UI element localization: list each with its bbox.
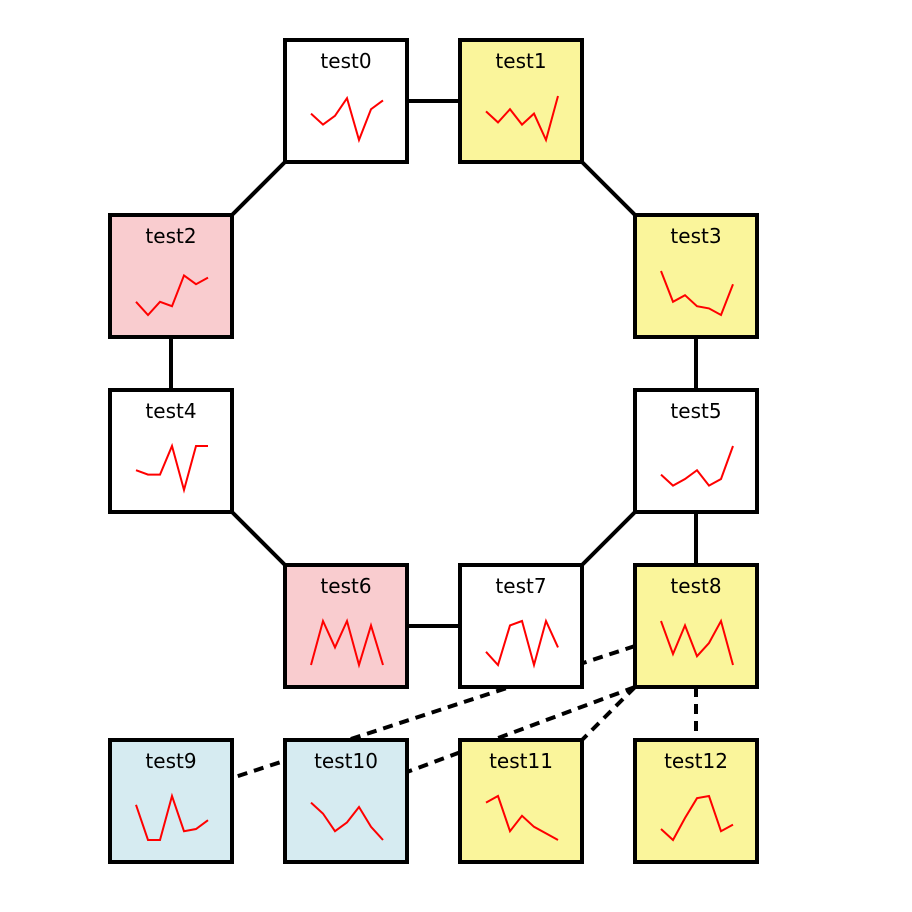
node-box — [458, 738, 584, 864]
node-box — [108, 388, 234, 514]
node-label: test4 — [145, 399, 196, 423]
node-test5[interactable]: test5 — [633, 388, 759, 514]
node-box — [458, 38, 584, 164]
node-label: test9 — [145, 749, 196, 773]
edge-test1-test3 — [580, 160, 637, 217]
sparkline-icon — [660, 270, 734, 317]
node-label: test11 — [489, 749, 553, 773]
node-box — [283, 563, 409, 689]
node-test3[interactable]: test3 — [633, 213, 759, 339]
node-label: test6 — [320, 574, 371, 598]
nodes-layer: test0 test1 test2 test3 test4 test5 test6 test7… — [108, 38, 759, 864]
node-label: test12 — [664, 749, 728, 773]
node-test2[interactable]: test2 — [108, 213, 234, 339]
node-label: test0 — [320, 49, 371, 73]
node-test12[interactable]: test12 — [633, 738, 759, 864]
node-test9[interactable]: test9 — [108, 738, 234, 864]
node-label: test7 — [495, 574, 546, 598]
sparkline-icon — [660, 794, 734, 842]
node-box — [633, 563, 759, 689]
node-test8[interactable]: test8 — [633, 563, 759, 689]
edge-test4-test6 — [230, 510, 287, 567]
edge-test0-test2 — [230, 160, 287, 217]
node-label: test8 — [670, 574, 721, 598]
node-label: test5 — [670, 399, 721, 423]
sparkline-icon — [135, 273, 209, 317]
node-label: test3 — [670, 224, 721, 248]
node-label: test2 — [145, 224, 196, 248]
node-box — [108, 213, 234, 339]
node-label: test1 — [495, 49, 546, 73]
node-test4[interactable]: test4 — [108, 388, 234, 514]
sparkline-icon — [660, 445, 734, 487]
sparkline-icon — [485, 794, 559, 841]
sparkline-icon — [485, 618, 559, 669]
node-test0[interactable]: test0 — [283, 38, 409, 164]
sparkline-icon — [310, 618, 384, 669]
edge-test8-test10 — [406, 685, 636, 774]
node-box — [633, 213, 759, 339]
node-test6[interactable]: test6 — [283, 563, 409, 689]
node-box — [633, 388, 759, 514]
node-test1[interactable]: test1 — [458, 38, 584, 164]
node-test7[interactable]: test7 — [458, 563, 584, 689]
sparkline-icon — [485, 95, 559, 143]
node-test11[interactable]: test11 — [458, 738, 584, 864]
edges-layer — [169, 99, 698, 780]
node-box — [458, 563, 584, 689]
node-label: test10 — [314, 749, 378, 773]
sparkline-icon — [135, 442, 208, 494]
node-test10[interactable]: test10 — [283, 738, 409, 864]
sparkline-icon — [310, 801, 384, 841]
sparkline-icon — [660, 618, 734, 666]
edge-test8-test11 — [580, 685, 637, 742]
sparkline-icon — [135, 792, 209, 841]
sparkline-icon — [310, 95, 384, 144]
node-box — [283, 738, 409, 864]
edge-test5-test7 — [580, 510, 637, 567]
